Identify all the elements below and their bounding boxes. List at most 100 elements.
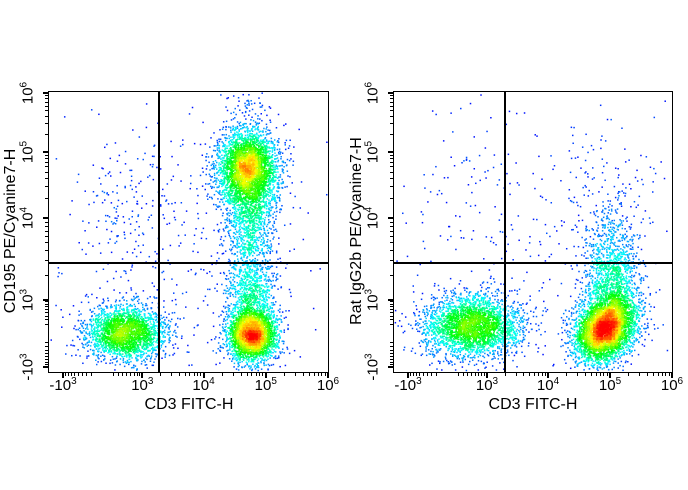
x-tick-minor bbox=[462, 373, 464, 376]
y-tick-minor bbox=[390, 98, 393, 100]
x-tick-label: 106 bbox=[316, 376, 340, 395]
y-tick-minor bbox=[45, 356, 48, 358]
x-tick-major bbox=[485, 373, 488, 378]
x-tick-minor bbox=[112, 373, 114, 376]
y-tick-minor bbox=[45, 353, 48, 355]
y-tick-major bbox=[43, 298, 48, 301]
x-tick-minor bbox=[566, 373, 568, 376]
y-tick-minor bbox=[390, 346, 393, 348]
y-tick-minor bbox=[390, 161, 393, 163]
x-tick-minor bbox=[255, 373, 257, 376]
quadrant-gate-vertical[interactable] bbox=[158, 92, 160, 372]
x-tick-minor bbox=[431, 373, 433, 376]
x-tick-minor bbox=[483, 373, 485, 376]
quadrant-gate-vertical[interactable] bbox=[504, 92, 506, 372]
x-tick-minor bbox=[184, 373, 186, 376]
x-tick-minor bbox=[136, 373, 138, 376]
y-tick-major bbox=[43, 151, 48, 154]
y-tick-minor bbox=[390, 260, 393, 262]
y-tick-major bbox=[43, 91, 48, 94]
density-scatter-canvas-cd195 bbox=[49, 92, 328, 372]
y-tick-minor bbox=[390, 101, 393, 103]
y-tick-label: 103 bbox=[363, 288, 382, 311]
y-tick-minor bbox=[45, 158, 48, 160]
x-tick-minor bbox=[262, 373, 264, 376]
x-tick-minor bbox=[221, 373, 223, 376]
flow-plot-igg2b-control bbox=[393, 91, 673, 373]
y-tick-minor bbox=[45, 166, 48, 168]
y-tick-minor bbox=[390, 309, 393, 311]
x-tick-minor bbox=[232, 373, 234, 376]
y-tick-label: 103 bbox=[18, 288, 37, 311]
x-tick-minor bbox=[457, 373, 459, 376]
x-tick-minor bbox=[294, 373, 296, 376]
x-tick-minor bbox=[584, 373, 586, 376]
y-tick-minor bbox=[45, 171, 48, 173]
y-tick-major bbox=[388, 298, 393, 301]
y-tick-label: 104 bbox=[363, 207, 382, 230]
x-tick-minor bbox=[133, 373, 135, 376]
y-tick-minor bbox=[390, 361, 393, 363]
y-tick-label: -103 bbox=[18, 353, 37, 381]
x-tick-minor bbox=[317, 373, 319, 376]
x-tick-minor bbox=[251, 373, 253, 376]
y-tick-minor bbox=[390, 301, 393, 303]
x-tick-minor bbox=[544, 373, 546, 376]
quadrant-gate-horizontal[interactable] bbox=[394, 262, 672, 265]
x-tick-minor bbox=[590, 373, 592, 376]
y-tick-minor bbox=[45, 301, 48, 303]
y-tick-minor bbox=[390, 242, 393, 244]
x-tick-minor bbox=[412, 373, 414, 376]
x-tick-label: 104 bbox=[192, 376, 215, 395]
y-tick-minor bbox=[45, 319, 48, 321]
x-tick-minor bbox=[646, 373, 648, 376]
quadrant-gate-horizontal[interactable] bbox=[49, 262, 328, 265]
y-tick-minor bbox=[390, 359, 393, 361]
y-tick-minor bbox=[390, 171, 393, 173]
x-tick-label: 103 bbox=[131, 376, 154, 395]
x-tick-minor bbox=[603, 373, 605, 376]
y-tick-label: -103 bbox=[363, 353, 382, 381]
y-tick-label: 104 bbox=[18, 207, 37, 230]
x-tick-minor bbox=[321, 373, 323, 376]
y-tick-minor bbox=[390, 198, 393, 199]
y-tick-minor bbox=[45, 361, 48, 363]
x-tick-minor bbox=[481, 373, 483, 376]
y-tick-major bbox=[43, 365, 48, 368]
y-tick-label: 106 bbox=[18, 81, 37, 105]
x-tick-minor bbox=[665, 373, 667, 376]
x-tick-minor bbox=[197, 373, 199, 376]
y-tick-minor bbox=[45, 95, 48, 97]
flow-plot-cd195 bbox=[48, 91, 329, 373]
y-tick-minor bbox=[45, 306, 48, 308]
y-tick-minor bbox=[45, 186, 48, 188]
x-tick-minor bbox=[77, 373, 79, 376]
x-tick-minor bbox=[122, 373, 124, 376]
x-tick-minor bbox=[70, 373, 72, 376]
x-tick-minor bbox=[504, 373, 506, 376]
x-tick-major bbox=[547, 373, 549, 378]
y-tick-minor bbox=[45, 235, 48, 237]
y-tick-minor bbox=[390, 319, 393, 321]
x-tick-minor bbox=[668, 373, 670, 376]
y-tick-minor bbox=[390, 221, 393, 223]
x-axis-title: CD3 FITC-H bbox=[144, 396, 234, 413]
x-tick-major bbox=[609, 373, 611, 378]
x-tick-minor bbox=[74, 373, 76, 376]
y-tick-minor bbox=[390, 123, 393, 125]
y-tick-minor bbox=[390, 353, 393, 355]
x-tick-minor bbox=[471, 373, 473, 376]
y-tick-minor bbox=[390, 303, 393, 305]
y-tick-minor bbox=[45, 315, 48, 317]
y-tick-minor bbox=[45, 178, 48, 180]
y-tick-minor bbox=[390, 235, 393, 237]
x-tick-minor bbox=[415, 373, 417, 376]
y-tick-major bbox=[43, 217, 48, 220]
y-tick-minor bbox=[390, 349, 393, 351]
y-tick-minor bbox=[45, 341, 48, 343]
x-tick-minor bbox=[628, 373, 630, 376]
y-tick-minor bbox=[45, 101, 48, 103]
y-tick-minor bbox=[45, 364, 48, 366]
y-tick-minor bbox=[45, 123, 48, 125]
y-tick-minor bbox=[45, 161, 48, 163]
